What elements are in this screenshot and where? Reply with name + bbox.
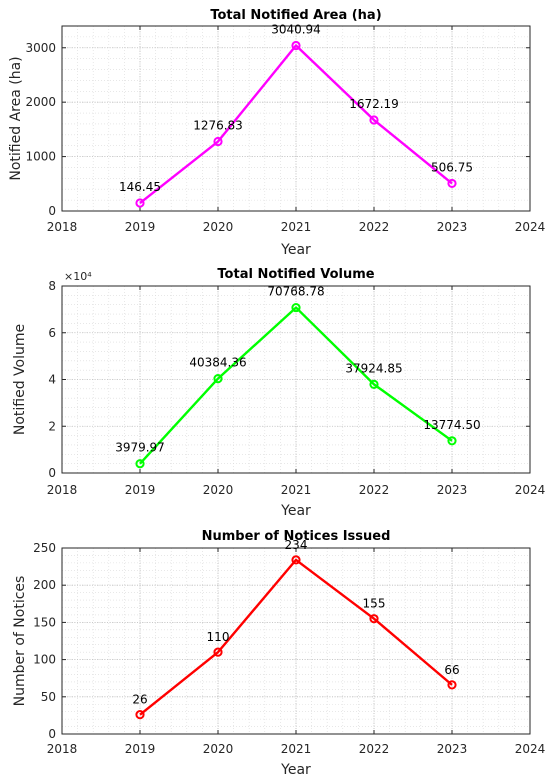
data-point: [213, 647, 223, 657]
y-tick-label: 250: [33, 541, 56, 555]
tick-marks: [61, 285, 531, 474]
data-label: 13774.50: [423, 418, 480, 432]
series-line: [139, 558, 453, 716]
series-line: [139, 44, 453, 204]
tick-marks: [61, 26, 531, 212]
x-tick-label: 2024: [515, 483, 546, 497]
x-tick-label: 2022: [359, 742, 390, 756]
x-tick-label: 2018: [47, 742, 78, 756]
x-tick-label: 2024: [515, 220, 546, 234]
y-tick-label: 200: [33, 578, 56, 592]
data-label: 1276.83: [193, 119, 243, 133]
y-tick-label: 2000: [25, 95, 56, 109]
data-label: 234: [285, 538, 308, 552]
chart-title: Number of Notices Issued: [202, 529, 391, 544]
x-axis-label: Year: [280, 503, 311, 519]
x-tick-label: 2023: [437, 483, 468, 497]
x-axis-label: Year: [280, 762, 311, 778]
chart-title: Total Notified Area (ha): [210, 8, 381, 23]
data-label: 1672.19: [349, 97, 399, 111]
y-tick-label: 0: [48, 727, 56, 741]
x-tick-label: 2024: [515, 742, 546, 756]
data-point: [213, 136, 223, 147]
y-tick-label: 8: [48, 279, 56, 293]
data-label: 3979.97: [115, 441, 165, 455]
x-tick-label: 2018: [47, 220, 78, 234]
y-tick-label: 0: [48, 204, 56, 218]
y-tick-label: 3000: [25, 41, 56, 55]
x-tick-label: 2019: [125, 220, 156, 234]
y-axis-label: Number of Notices: [12, 576, 28, 707]
data-label: 155: [363, 597, 386, 611]
x-axis-label: Year: [280, 242, 311, 258]
data-point: [135, 459, 145, 469]
data-point: [369, 379, 379, 389]
data-point: [447, 178, 457, 189]
y-tick-label: 150: [33, 615, 56, 629]
y-tick-label: 100: [33, 653, 56, 667]
x-tick-label: 2023: [437, 220, 468, 234]
data-label: 3040.94: [271, 23, 321, 37]
data-label: 37924.85: [345, 361, 402, 375]
y-tick-label: 0: [48, 466, 56, 480]
data-label: 146.45: [119, 180, 161, 194]
x-tick-label: 2019: [125, 483, 156, 497]
data-point: [291, 40, 301, 51]
x-tick-label: 2019: [125, 742, 156, 756]
data-point: [447, 680, 457, 690]
y-tick-label: 50: [41, 690, 56, 704]
y-axis-label: Notified Volume: [12, 324, 28, 435]
chart-title: Total Notified Volume: [217, 267, 374, 282]
x-tick-label: 2021: [281, 220, 312, 234]
x-tick-label: 2021: [281, 742, 312, 756]
data-point: [213, 374, 223, 384]
chart-panel-2: 2018 2019 2020 2021 2022 2023 2024 0 2 4 6 8 ×10⁴ Tot…: [12, 267, 545, 519]
data-point: [291, 555, 301, 565]
data-point: [369, 115, 379, 125]
x-tick-label: 2020: [203, 742, 234, 756]
y-tick-label: 4: [48, 373, 56, 387]
data-point: [135, 198, 145, 208]
data-label: 110: [207, 630, 230, 644]
data-label: 40384.36: [189, 356, 246, 370]
data-point: [291, 302, 301, 313]
tick-marks: [61, 547, 531, 735]
data-label: 506.75: [431, 160, 473, 174]
data-point: [447, 436, 457, 446]
series-line: [139, 306, 453, 465]
x-tick-label: 2023: [437, 742, 468, 756]
chart-panel-1: 2018 2019 2020 2021 2022 2023 2024 0 1000 2000 300…: [8, 8, 545, 258]
x-tick-label: 2021: [281, 483, 312, 497]
y-axis-multiplier: ×10⁴: [64, 270, 92, 283]
x-tick-label: 2020: [203, 483, 234, 497]
x-tick-label: 2022: [359, 483, 390, 497]
data-label: 70768.78: [267, 285, 324, 299]
chart-panel-3: 2018 2019 2020 2021 2022 2023 2024 0 50 100 150 200…: [12, 529, 545, 778]
x-tick-label: 2018: [47, 483, 78, 497]
x-tick-label: 2022: [359, 220, 390, 234]
data-label: 66: [444, 663, 459, 677]
y-axis-label: Notified Area (ha): [8, 56, 24, 180]
data-label: 26: [132, 693, 147, 707]
y-tick-label: 6: [48, 326, 56, 340]
data-point: [369, 614, 379, 624]
y-tick-label: 1000: [25, 150, 56, 164]
y-tick-label: 2: [48, 419, 56, 433]
data-point: [135, 710, 145, 720]
x-tick-label: 2020: [203, 220, 234, 234]
